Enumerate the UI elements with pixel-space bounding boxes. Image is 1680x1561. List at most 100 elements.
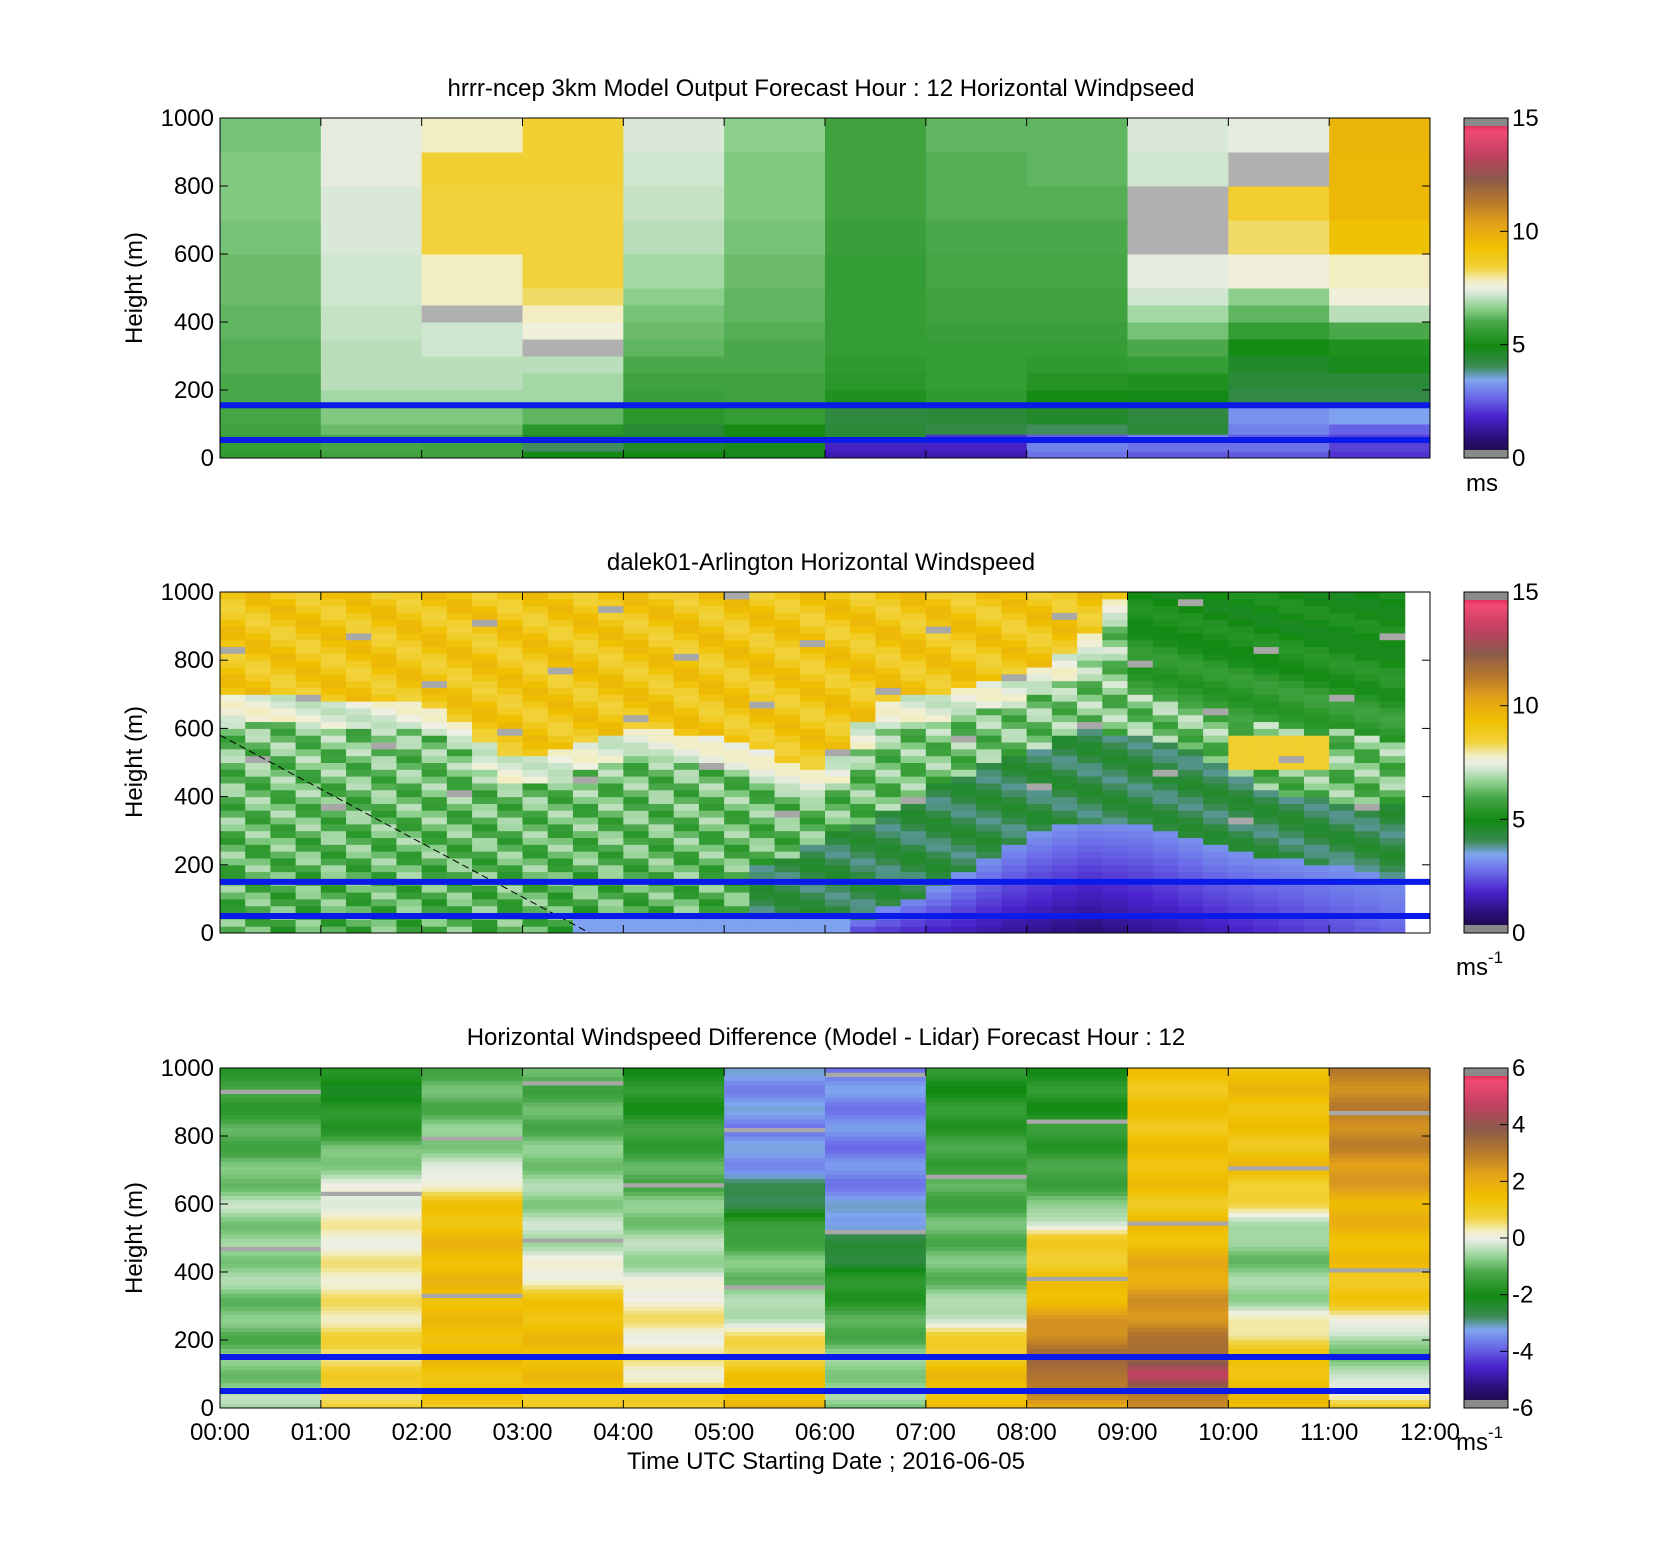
model-cell: [220, 220, 322, 255]
difference-cell: [925, 1310, 1028, 1315]
difference-cell: [925, 1148, 1028, 1154]
lidar-cell: [446, 735, 473, 743]
lidar-cell: [799, 762, 826, 770]
model-cell: [623, 407, 725, 425]
x-tick-label: 11:00: [1300, 1419, 1358, 1446]
difference-cell: [320, 1374, 423, 1379]
lidar-cell: [1278, 803, 1305, 811]
difference-cell: [522, 1374, 624, 1379]
lidar-cell: [925, 653, 952, 661]
lidar-cell: [648, 707, 675, 716]
lidar-cell: [346, 701, 372, 709]
difference-cell: [1026, 1204, 1128, 1209]
difference-cell: [1026, 1284, 1128, 1290]
lidar-cell: [270, 632, 297, 641]
lidar-cell: [698, 823, 725, 832]
lidar-cell: [1127, 857, 1154, 866]
lidar-cell: [648, 612, 675, 620]
lidar-cell: [1152, 898, 1179, 907]
lidar-cell: [270, 898, 297, 907]
lidar-cell: [698, 660, 725, 668]
model-cell: [1329, 442, 1431, 452]
lidar-cell: [320, 892, 347, 900]
model-cell: [320, 118, 423, 153]
lidar-cell: [698, 892, 725, 900]
lidar-cell: [572, 612, 599, 620]
lidar-cell: [951, 844, 977, 852]
lidar-cell: [1228, 837, 1255, 845]
difference-cell: [522, 1199, 624, 1205]
lidar-cell: [1354, 810, 1381, 818]
lidar-cell: [1354, 817, 1381, 825]
lidar-cell: [1278, 762, 1305, 770]
lidar-cell: [371, 857, 397, 866]
difference-cell: [825, 1229, 927, 1235]
lidar-cell: [1077, 660, 1103, 668]
lidar-cell: [875, 851, 902, 859]
model-cell: [1127, 424, 1229, 435]
difference-cell: [1026, 1272, 1128, 1277]
lidar-cell: [1102, 592, 1128, 600]
lidar-cell: [320, 844, 347, 852]
lidar-cell: [421, 885, 448, 893]
difference-cell: [825, 1165, 927, 1171]
lidar-cell: [346, 789, 372, 798]
lidar-cell: [1127, 742, 1154, 750]
lidar-cell: [1278, 851, 1305, 859]
lidar-cell: [774, 823, 801, 832]
difference-cell: [220, 1157, 322, 1162]
lidar-cell: [951, 605, 977, 613]
difference-cell: [522, 1212, 624, 1218]
lidar-cell: [396, 619, 423, 627]
lidar-cell: [1228, 619, 1255, 627]
lidar-cell: [1026, 755, 1053, 763]
lidar-cell: [900, 851, 927, 859]
lidar-cell: [446, 632, 473, 641]
lidar-cell: [446, 667, 473, 675]
difference-cell: [522, 1284, 624, 1290]
difference-cell: [220, 1233, 322, 1239]
lidar-cell: [472, 735, 498, 743]
lidar-cell: [522, 857, 549, 866]
difference-cell: [320, 1212, 423, 1218]
difference-cell: [220, 1378, 322, 1383]
lidar-cell: [1152, 742, 1179, 750]
lidar-cell: [320, 898, 347, 907]
difference-cell: [1026, 1246, 1128, 1252]
lidar-cell: [1001, 687, 1028, 695]
difference-cell: [1127, 1331, 1229, 1337]
lidar-cell: [497, 844, 523, 852]
lidar-cell: [396, 844, 423, 852]
lidar-cell: [774, 898, 801, 907]
lidar-cell: [774, 735, 801, 743]
lidar-cell: [1001, 619, 1028, 627]
difference-cell: [320, 1068, 423, 1073]
lidar-cell: [270, 721, 297, 729]
lidar-cell: [1177, 694, 1204, 702]
lidar-cell: [976, 598, 1002, 607]
lidar-cell: [825, 701, 851, 709]
lidar-cell: [1253, 851, 1280, 859]
difference-cell: [1127, 1131, 1229, 1137]
lidar-cell: [522, 837, 549, 845]
lidar-cell: [673, 871, 700, 879]
lidar-cell: [1026, 728, 1053, 736]
lidar-cell: [295, 769, 322, 777]
lidar-cell: [1253, 714, 1280, 723]
difference-cell: [421, 1221, 523, 1226]
model-cell: [1228, 152, 1330, 187]
lidar-cell: [1354, 714, 1381, 723]
lidar-cell: [648, 667, 675, 675]
difference-cell: [1329, 1238, 1431, 1243]
lidar-cell: [1077, 721, 1103, 729]
lidar-cell: [1203, 612, 1229, 620]
lidar-cell: [825, 905, 851, 914]
model-cell: [522, 424, 624, 435]
difference-cell: [1026, 1191, 1128, 1196]
difference-cell: [320, 1284, 423, 1290]
lidar-cell: [320, 605, 347, 613]
difference-cell: [1329, 1191, 1431, 1196]
lidar-cell: [925, 701, 952, 709]
difference-cell: [320, 1136, 423, 1141]
lidar-cell: [1177, 926, 1204, 934]
